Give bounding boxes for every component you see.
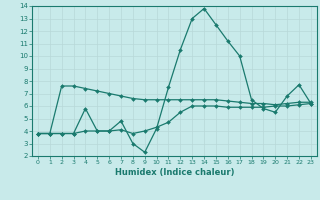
- X-axis label: Humidex (Indice chaleur): Humidex (Indice chaleur): [115, 168, 234, 177]
